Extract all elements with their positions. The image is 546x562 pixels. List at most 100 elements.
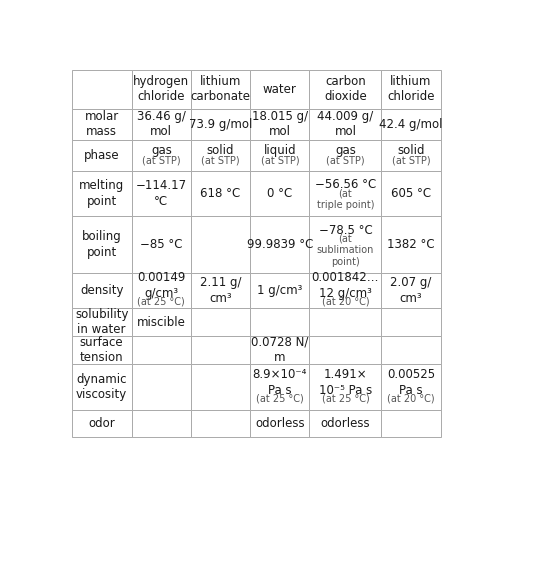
Text: solid: solid	[397, 144, 425, 157]
Bar	[382, 410, 441, 437]
Text: (at 20 °C): (at 20 °C)	[322, 297, 369, 307]
Bar	[132, 308, 191, 336]
Bar	[72, 336, 132, 364]
Bar	[72, 140, 132, 171]
Text: 1382 °C: 1382 °C	[387, 238, 435, 251]
Text: 0.00149
g/cm³: 0.00149 g/cm³	[137, 271, 186, 300]
Text: surface
tension: surface tension	[80, 336, 123, 365]
Text: (at STP): (at STP)	[326, 156, 365, 166]
Text: −114.17
°C: −114.17 °C	[136, 179, 187, 208]
Text: odor: odor	[88, 416, 115, 430]
Text: lithium
carbonate: lithium carbonate	[191, 75, 251, 103]
Bar	[191, 273, 250, 308]
Text: 8.9×10⁻⁴
Pa s: 8.9×10⁻⁴ Pa s	[253, 368, 307, 397]
Text: molar
mass: molar mass	[85, 110, 119, 138]
Bar	[191, 336, 250, 364]
Bar	[250, 140, 310, 171]
Text: (at 25 °C): (at 25 °C)	[138, 297, 185, 307]
Text: odorless: odorless	[321, 416, 370, 430]
Bar	[310, 308, 382, 336]
Bar	[132, 273, 191, 308]
Text: melting
point: melting point	[79, 179, 124, 208]
Bar	[250, 216, 310, 273]
Text: 1 g/cm³: 1 g/cm³	[257, 284, 302, 297]
Bar	[72, 308, 132, 336]
Bar	[382, 140, 441, 171]
Bar	[250, 70, 310, 108]
Text: dynamic
viscosity: dynamic viscosity	[76, 373, 127, 401]
Text: 0.00525
Pa s: 0.00525 Pa s	[387, 368, 435, 397]
Text: −78.5 °C: −78.5 °C	[318, 224, 372, 237]
Bar	[382, 336, 441, 364]
Bar	[132, 171, 191, 216]
Text: 36.46 g/
mol: 36.46 g/ mol	[137, 110, 186, 138]
Text: gas: gas	[151, 144, 172, 157]
Text: 0.0728 N/
m: 0.0728 N/ m	[251, 336, 308, 365]
Bar	[310, 108, 382, 140]
Text: liquid: liquid	[264, 144, 296, 157]
Bar	[310, 336, 382, 364]
Bar	[72, 108, 132, 140]
Bar	[310, 273, 382, 308]
Bar	[191, 140, 250, 171]
Bar	[382, 216, 441, 273]
Text: (at
sublimation
point): (at sublimation point)	[317, 233, 374, 267]
Bar	[132, 216, 191, 273]
Bar	[382, 273, 441, 308]
Text: density: density	[80, 284, 123, 297]
Bar	[191, 364, 250, 410]
Text: 73.9 g/mol: 73.9 g/mol	[189, 117, 252, 130]
Text: (at STP): (at STP)	[260, 156, 299, 166]
Text: 0 °C: 0 °C	[267, 187, 293, 200]
Text: −56.56 °C: −56.56 °C	[315, 178, 376, 191]
Bar	[250, 273, 310, 308]
Text: odorless: odorless	[255, 416, 305, 430]
Text: gas: gas	[335, 144, 356, 157]
Bar	[132, 336, 191, 364]
Bar	[132, 364, 191, 410]
Text: 18.015 g/
mol: 18.015 g/ mol	[252, 110, 308, 138]
Text: miscible: miscible	[137, 316, 186, 329]
Text: 618 °C: 618 °C	[200, 187, 241, 200]
Bar	[72, 364, 132, 410]
Bar	[310, 140, 382, 171]
Text: boiling
point: boiling point	[82, 230, 122, 259]
Bar	[191, 108, 250, 140]
Bar	[382, 108, 441, 140]
Bar	[132, 410, 191, 437]
Text: carbon
dioxide: carbon dioxide	[324, 75, 367, 103]
Text: lithium
chloride: lithium chloride	[387, 75, 435, 103]
Bar	[250, 171, 310, 216]
Text: (at 20 °C): (at 20 °C)	[387, 393, 435, 404]
Bar	[382, 364, 441, 410]
Bar	[250, 410, 310, 437]
Text: 44.009 g/
mol: 44.009 g/ mol	[317, 110, 373, 138]
Text: solubility
in water: solubility in water	[75, 308, 128, 337]
Text: (at STP): (at STP)	[142, 156, 181, 166]
Text: solid: solid	[207, 144, 234, 157]
Bar	[310, 216, 382, 273]
Bar	[310, 171, 382, 216]
Bar	[191, 308, 250, 336]
Bar	[310, 70, 382, 108]
Bar	[191, 171, 250, 216]
Bar	[310, 410, 382, 437]
Bar	[382, 70, 441, 108]
Text: (at 25 °C): (at 25 °C)	[256, 393, 304, 404]
Text: 2.07 g/
cm³: 2.07 g/ cm³	[390, 276, 432, 305]
Bar	[250, 108, 310, 140]
Text: −85 °C: −85 °C	[140, 238, 182, 251]
Text: water: water	[263, 83, 297, 96]
Bar	[72, 171, 132, 216]
Bar	[382, 171, 441, 216]
Bar	[72, 216, 132, 273]
Text: phase: phase	[84, 149, 120, 162]
Bar	[250, 308, 310, 336]
Text: (at STP): (at STP)	[201, 156, 240, 166]
Bar	[250, 336, 310, 364]
Bar	[250, 364, 310, 410]
Bar	[191, 410, 250, 437]
Text: 99.9839 °C: 99.9839 °C	[247, 238, 313, 251]
Bar	[72, 70, 132, 108]
Bar	[310, 364, 382, 410]
